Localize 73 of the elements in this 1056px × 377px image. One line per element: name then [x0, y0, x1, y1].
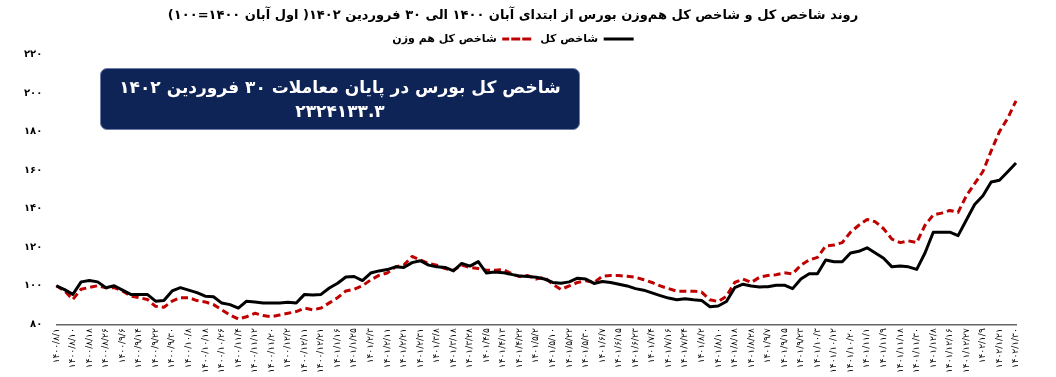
x-tick-label: ۱۴۰۰/۸/۲۶ [100, 328, 111, 369]
x-tick-label: ۱۴۰۱/۲/۳۱ [414, 328, 425, 369]
x-tick-label: ۱۴۰۲/۱/۲۱ [993, 328, 1004, 369]
x-tick-label: ۱۴۰۱/۱۰/۱۲ [828, 328, 839, 374]
x-tick-label: ۱۴۰۱/۱۰/۳ [811, 328, 822, 369]
x-tick-label: ۱۴۰۱/۴/۵ [480, 328, 491, 364]
x-tick-label: ۱۴۰۱/۴/۱۳ [497, 328, 508, 369]
x-tick-label: ۱۴۰۰/۸/۱۸ [83, 328, 94, 369]
x-tick-label: ۱۴۰۱/۱۱/۳۰ [911, 328, 922, 374]
x-tick-label: ۱۴۰۱/۸/۲۸ [745, 328, 756, 369]
x-tick-label: ۱۴۰۱/۸/۱۰ [712, 328, 723, 369]
y-tick-label: ۲۰۰ [24, 86, 43, 98]
y-tick-label: ۱۶۰ [24, 163, 43, 175]
x-tick-label: ۱۴۰۱/۱۰/۲۰ [844, 328, 855, 374]
x-tick-label: ۱۴۰۱/۳/۸ [431, 328, 442, 364]
x-tick-label: ۱۴۰۰/۱۰/۲۶ [216, 328, 227, 374]
x-tick-label: ۱۴۰۱/۷/۲۴ [679, 328, 690, 369]
x-tick-label: ۱۴۰۱/۹/۱۵ [778, 328, 789, 369]
x-tick-label: ۱۴۰۱/۷/۱۶ [662, 328, 673, 369]
x-tick-label: ۱۴۰۱/۱۲/۲۷ [960, 328, 971, 374]
y-tick-label: ۱۴۰ [24, 202, 43, 214]
x-tick-label: ۱۴۰۱/۱۱/۹ [877, 328, 888, 369]
annotation: ۲۳۲۴۱۳۳.۳ [294, 100, 386, 123]
x-tick-label: ۱۴۰۱/۵/۳۰ [580, 328, 591, 369]
x-tick-label: ۱۴۰۱/۱۱/۱۸ [894, 328, 905, 374]
x-tick-label: ۱۴۰۱/۸/۲ [695, 328, 706, 364]
chart-title: روند شاخص کل و شاخص کل هم‌وزن بورس از ابتدای آبان ۱۴۰۰ الی ۳۰ فروردین ۱۴۰۲( اول آبان ۱۴۰۰=۱۰۰) [167, 6, 859, 23]
x-tick-label: ۱۴۰۱/۷/۴ [646, 328, 657, 364]
y-tick-label: ۸۰ [30, 317, 43, 329]
x-tick-label: ۱۴۰۲/۱/۹ [977, 328, 988, 364]
x-tick-label: ۱۴۰۱/۶/۲۳ [629, 328, 640, 369]
x-tick-label: ۱۴۰۰/۸/۱۰ [67, 328, 78, 369]
x-tick-label: ۱۴۰۰/۸/۱ [50, 328, 61, 364]
x-tick-label: ۱۴۰۱/۵/۲۲ [563, 328, 574, 369]
x-tick-label: ۱۴۰۱/۴/۲۲ [513, 328, 524, 369]
x-tick-label: ۱۴۰۱/۱۲/۸ [927, 328, 938, 369]
x-tick-label: ۱۴۰۱/۳/۲۸ [464, 328, 475, 369]
x-tick-label: ۱۴۰۱/۸/۱۸ [729, 328, 740, 369]
x-tick-label: ۱۴۰۱/۵/۲ [530, 328, 541, 364]
x-tick-label: ۱۴۰۰/۱۱/۲۰ [265, 328, 276, 374]
x-tick-label: ۱۴۰۱/۲/۱۱ [381, 328, 392, 369]
annotation: شاخص کل بورس در پایان معاملات ۳۰ فروردین ۱۴۰۲ [118, 76, 562, 99]
x-tick-label: ۱۴۰۱/۹/۲۳ [795, 328, 806, 369]
x-tick-label: ۱۴۰۱/۱۱/۱ [861, 328, 872, 369]
x-tick-label: ۱۴۰۰/۱۲/۲ [282, 328, 293, 369]
x-tick-label: ۱۴۰۱/۲/۲۱ [398, 328, 409, 369]
x-tick-label: ۱۴۰۱/۵/۱۰ [547, 328, 558, 369]
x-tick-label: ۱۴۰۰/۹/۳۰ [166, 328, 177, 369]
y-tick-label: ۱۸۰ [24, 125, 43, 137]
x-tick-label: ۱۴۰۱/۶/۷ [596, 328, 607, 364]
x-tick-label: ۱۴۰۱/۳/۱۸ [447, 328, 458, 369]
x-tick-label: ۱۴۰۰/۱۱/۴ [232, 328, 243, 369]
x-tick-label: ۱۴۰۱/۲/۳ [365, 328, 376, 364]
x-tick-label: ۱۴۰۰/۹/۱۴ [133, 328, 144, 369]
x-tick-label: ۱۴۰۰/۱۰/۱۸ [199, 328, 210, 374]
line-series [54, 99, 1018, 321]
x-tick-label: ۱۴۰۰/۱۰/۸ [183, 328, 194, 369]
x-tick-label: ۱۴۰۱/۱/۱۶ [331, 328, 342, 369]
y-tick-label: ۱۲۰ [24, 240, 43, 252]
x-tick-label: ۱۴۰۱/۹/۷ [762, 328, 773, 364]
x-tick-label: ۱۴۰۱/۶/۱۵ [613, 328, 624, 369]
x-tick-label: ۱۴۰۰/۹/۶ [116, 328, 127, 364]
legend-label: شاخص کل [540, 31, 599, 45]
x-tick-label: ۱۴۰۰/۱۲/۱۱ [298, 328, 309, 374]
legend-label: شاخص کل هم وزن [392, 31, 497, 45]
y-tick-label: ۲۲۰ [24, 48, 43, 60]
x-tick-label: ۱۴۰۱/۱۲/۱۶ [944, 328, 955, 374]
x-tick-label: ۱۴۰۲/۱/۳۰ [1010, 328, 1021, 369]
x-tick-label: ۱۴۰۰/۱۱/۱۲ [249, 328, 260, 374]
x-tick-label: ۱۴۰۰/۹/۲۲ [149, 328, 160, 369]
x-tick-label: ۱۴۰۱/۱/۲۵ [348, 328, 359, 369]
y-tick-label: ۱۰۰ [24, 279, 43, 291]
x-tick-label: ۱۴۰۰/۱۲/۲۱ [315, 328, 326, 374]
